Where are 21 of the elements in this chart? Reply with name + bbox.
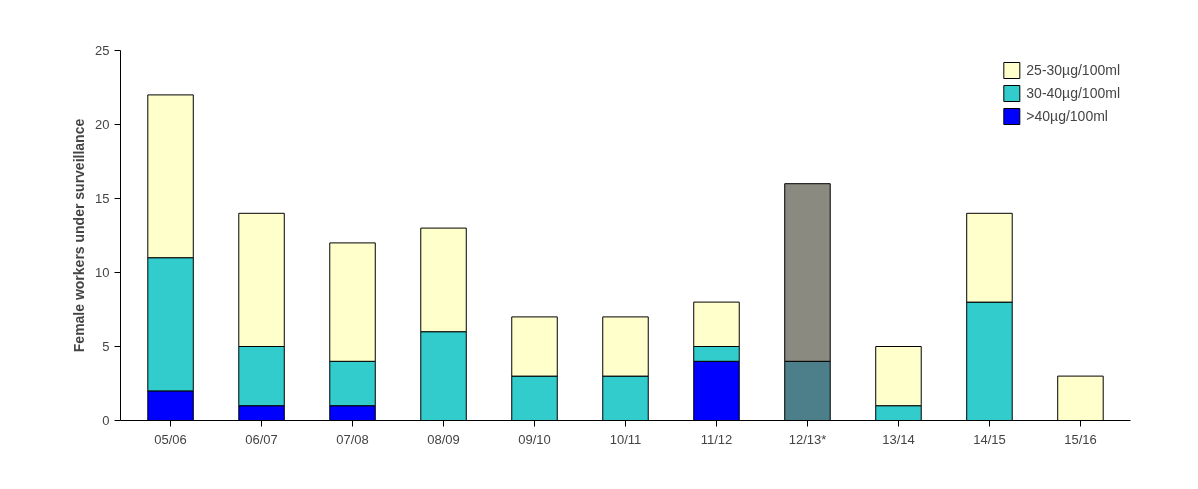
x-tick-label: 13/14 (882, 431, 915, 447)
legend-label: 25-30µg/100ml (1026, 62, 1120, 78)
y-tick-label: 10 (95, 265, 110, 280)
y-tick-label: 5 (102, 339, 110, 354)
y-tick-label: 20 (95, 117, 110, 132)
x-tick-label: 14/15 (973, 431, 1006, 447)
x-tick-label: 05/06 (154, 431, 187, 447)
y-tick-label: 25 (95, 43, 110, 58)
x-tick-label: 06/07 (245, 431, 278, 447)
y-tick-label: 0 (102, 413, 110, 428)
x-tick-label: 08/09 (427, 431, 460, 447)
x-tick-label: 07/08 (336, 431, 369, 447)
legend-label: >40µg/100ml (1026, 108, 1108, 124)
y-axis-title: Female workers under surveillance (71, 118, 88, 353)
x-tick-label: 15/16 (1064, 431, 1097, 447)
x-tick-label: 10/11 (609, 431, 642, 447)
x-tick-label: 09/10 (518, 431, 551, 447)
x-tick-label: 12/13* (788, 431, 827, 447)
x-tick-label: 11/12 (700, 431, 733, 447)
legend-label: 30-40µg/100ml (1026, 85, 1120, 101)
y-tick-label: 15 (95, 191, 110, 206)
